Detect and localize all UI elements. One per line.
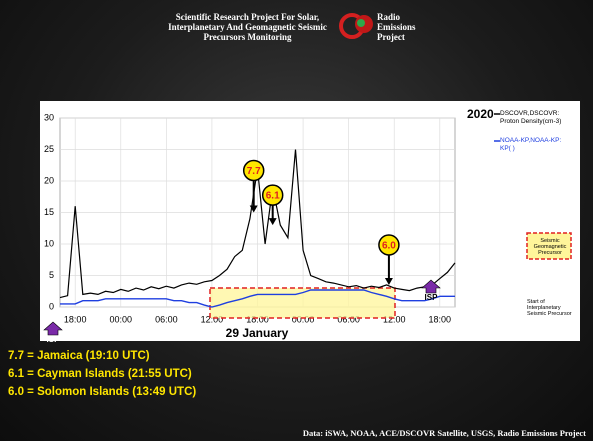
y-tick-label: 25 — [44, 144, 54, 154]
x-tick-label: 06:00 — [155, 314, 178, 324]
x-tick-label: 12:00 — [383, 314, 406, 324]
y-tick-label: 30 — [44, 112, 54, 122]
isp-arrow — [43, 321, 63, 336]
series-line — [60, 289, 455, 308]
x-tick-label: 18:00 — [246, 314, 269, 324]
year-label: 2020 — [467, 107, 494, 121]
header-title: Scientific Research Project For Solar, I… — [168, 12, 327, 42]
header-project: Radio Emissions Project — [377, 12, 416, 42]
isp-label: ISP — [47, 335, 61, 344]
annotation-label: 7.7 — [247, 166, 261, 177]
annotation-badge — [378, 234, 400, 256]
y-tick-label: 15 — [44, 207, 54, 217]
legend-entry: NOAA-KP,NOAA-KP: KP( ) — [500, 137, 562, 152]
annotation-arrowhead — [249, 205, 258, 213]
quake-note: 7.7 = Jamaica (19:10 UTC) — [8, 350, 150, 362]
precursor-legend-box — [526, 232, 572, 260]
x-tick-label: 18:00 — [64, 314, 87, 324]
footer-credits: Data: iSWA, NOAA, ACE/DSCOVR Satellite, … — [302, 428, 586, 438]
x-tick-label: 00:00 — [292, 314, 315, 324]
logo-dot — [357, 19, 365, 27]
y-tick-label: 20 — [44, 175, 54, 185]
x-tick-label: 00:00 — [110, 314, 133, 324]
annotation-badge — [242, 159, 265, 182]
precursor-legend-label: Seismic Geomagnetic Precursor — [533, 238, 567, 256]
quake-note: 6.1 = Cayman Islands (21:55 UTC) — [8, 368, 192, 380]
x-axis-date: 29 January — [226, 326, 289, 340]
isp-arrow — [421, 279, 441, 294]
annotation-arrowhead — [268, 218, 277, 226]
y-tick-label: 0 — [49, 301, 54, 311]
x-tick-label: 12:00 — [201, 314, 224, 324]
legend-entry: DSCOVR,DSCOVR: Proton Density(cm-3) — [500, 110, 562, 125]
y-tick-label: 5 — [49, 270, 54, 280]
y-tick-label: 10 — [44, 238, 54, 248]
annotation-label: 6.0 — [382, 241, 396, 252]
x-tick-label: 06:00 — [337, 314, 360, 324]
annotation-badge — [261, 184, 284, 206]
annotation-label: 6.1 — [266, 191, 280, 202]
x-tick-label: 18:00 — [429, 314, 452, 324]
annotation-arrowhead — [384, 277, 393, 285]
isp-label: ISP — [425, 293, 439, 302]
quake-note: 6.0 = Solomon Islands (13:49 UTC) — [8, 386, 197, 398]
isp-note: Start of Interplanetary Seismic Precurso… — [527, 299, 572, 317]
